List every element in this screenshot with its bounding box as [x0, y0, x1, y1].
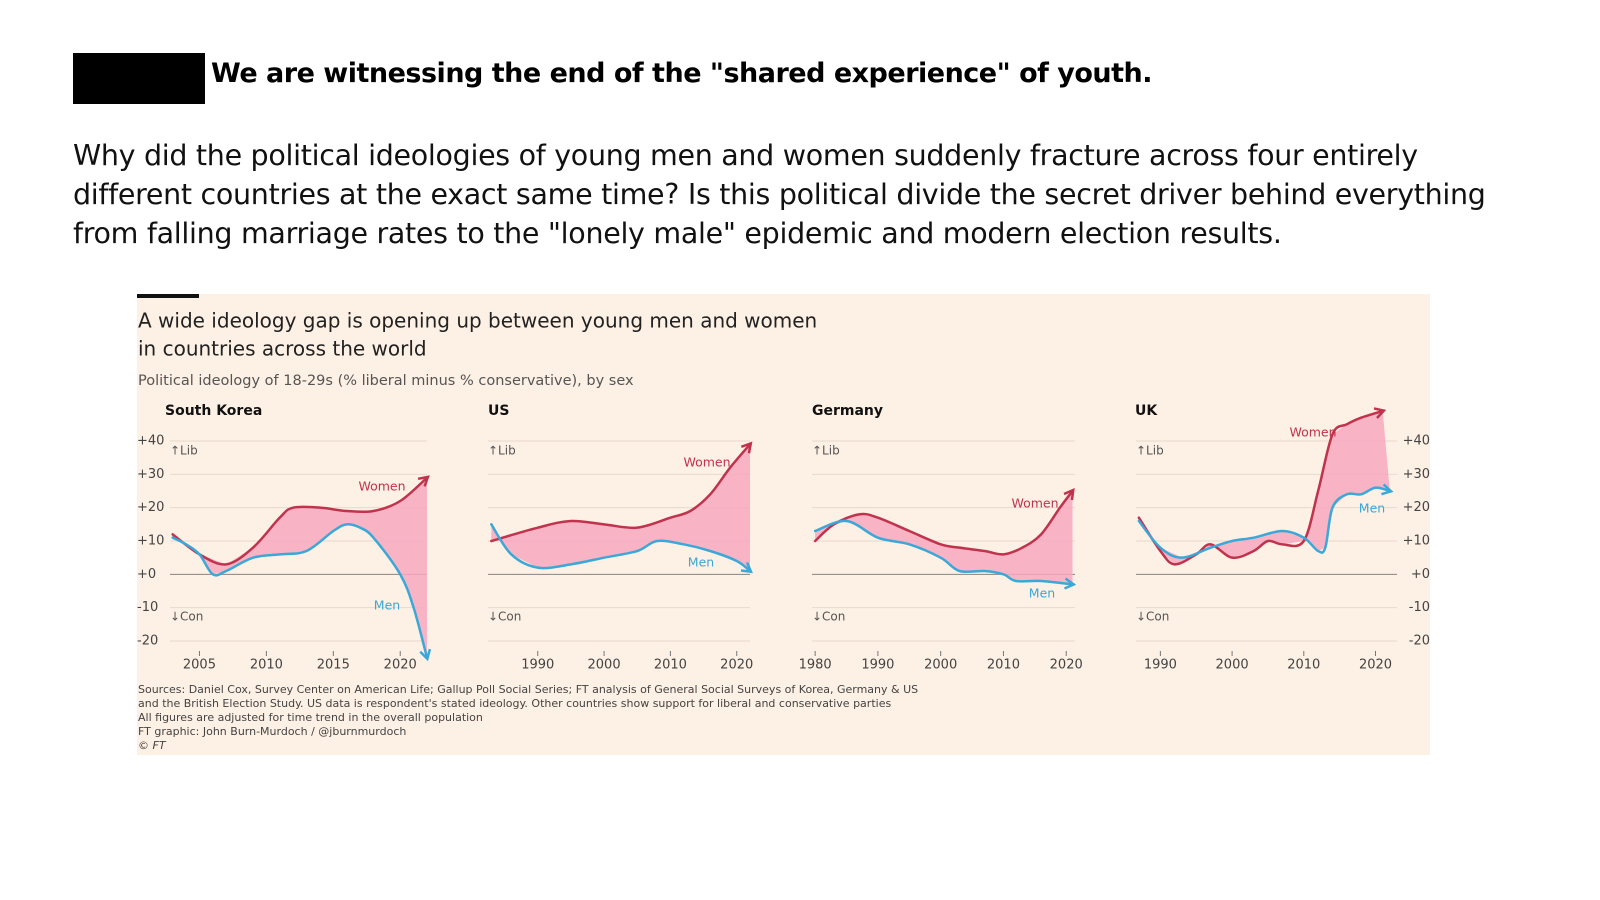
- x-tick-label: 2020: [1050, 658, 1083, 673]
- y-tick-label: +0: [1411, 567, 1430, 582]
- copyright: © FT: [138, 739, 167, 752]
- post-title: We are witnessing the end of the "shared…: [211, 58, 1153, 89]
- annotation: ↓Con: [812, 610, 845, 624]
- series-label: Men: [1029, 586, 1055, 601]
- gap-area: [491, 444, 750, 571]
- series-label: Men: [374, 598, 400, 613]
- y-tick-label: +0: [137, 567, 156, 582]
- annotation: ↑Lib: [812, 444, 840, 458]
- series-label: Women: [1011, 496, 1058, 511]
- redaction-box: [73, 53, 205, 104]
- y-tick-label: -10: [137, 600, 158, 615]
- x-tick-label: 1990: [521, 658, 554, 673]
- panel-title: South Korea: [165, 403, 262, 419]
- annotation: ↓Con: [170, 610, 203, 624]
- figure-title: A wide ideology gap is opening up betwee…: [138, 309, 817, 333]
- figure-title: in countries across the world: [138, 337, 427, 361]
- x-tick-label: 2020: [1359, 658, 1392, 673]
- annotation: ↑Lib: [488, 444, 516, 458]
- y-tick-label: +40: [137, 434, 164, 449]
- figure-subtitle: Political ideology of 18-29s (% liberal …: [138, 373, 634, 389]
- series-line: [1137, 483, 1394, 559]
- source-note: All figures are adjusted for time trend …: [138, 711, 483, 724]
- y-tick-label: -10: [1409, 600, 1430, 615]
- y-tick-label: -20: [137, 634, 158, 649]
- x-tick-label: 1990: [861, 658, 894, 673]
- y-tick-label: +20: [137, 500, 164, 515]
- gap-area: [815, 491, 1073, 585]
- x-tick-label: 2005: [183, 658, 216, 673]
- x-tick-label: 2020: [384, 658, 417, 673]
- post-body: Why did the political ideologies of youn…: [73, 139, 1486, 250]
- figure-accent-bar: [137, 294, 199, 298]
- series-line: [813, 519, 1077, 590]
- x-tick-label: 2000: [924, 658, 957, 673]
- x-tick-label: 1990: [1144, 658, 1177, 673]
- series-label: Women: [1289, 425, 1336, 440]
- series-line: [1137, 407, 1387, 566]
- y-tick-label: -20: [1409, 634, 1430, 649]
- y-tick-label: +40: [1403, 434, 1430, 449]
- series-label: Men: [688, 555, 714, 570]
- series-label: Women: [683, 455, 730, 470]
- annotation: ↓Con: [488, 610, 521, 624]
- source-note: Sources: Daniel Cox, Survey Center on Am…: [138, 683, 918, 696]
- series-label: Men: [1359, 501, 1385, 516]
- x-tick-label: 2015: [317, 658, 350, 673]
- series-line: [171, 475, 430, 566]
- x-tick-label: 2000: [1216, 658, 1249, 673]
- x-tick-label: 2010: [250, 658, 283, 673]
- annotation: ↓Con: [1136, 610, 1169, 624]
- x-tick-label: 2010: [987, 658, 1020, 673]
- y-tick-label: +30: [1403, 467, 1430, 482]
- y-tick-label: +30: [137, 467, 164, 482]
- x-tick-label: 2010: [654, 658, 687, 673]
- gap-area: [1138, 411, 1390, 565]
- series-line: [171, 522, 432, 662]
- annotation: ↑Lib: [1136, 444, 1164, 458]
- source-note: FT graphic: John Burn-Murdoch / @jburnmu…: [138, 725, 406, 738]
- series-line: [813, 487, 1075, 556]
- x-tick-label: 2010: [1287, 658, 1320, 673]
- y-tick-label: +10: [137, 534, 164, 549]
- series-line: [490, 441, 753, 543]
- panel-title: US: [488, 403, 509, 419]
- panel-title: UK: [1135, 403, 1158, 419]
- series-line: [490, 523, 754, 574]
- x-tick-label: 2000: [588, 658, 621, 673]
- y-tick-label: +20: [1403, 500, 1430, 515]
- gap-area: [172, 477, 427, 658]
- series-label: Women: [358, 479, 405, 494]
- x-tick-label: 1980: [799, 658, 832, 673]
- y-tick-label: +10: [1403, 534, 1430, 549]
- panel-title: Germany: [812, 403, 883, 419]
- x-tick-label: 2020: [720, 658, 753, 673]
- annotation: ↑Lib: [170, 444, 198, 458]
- source-note: and the British Election Study. US data …: [138, 697, 891, 710]
